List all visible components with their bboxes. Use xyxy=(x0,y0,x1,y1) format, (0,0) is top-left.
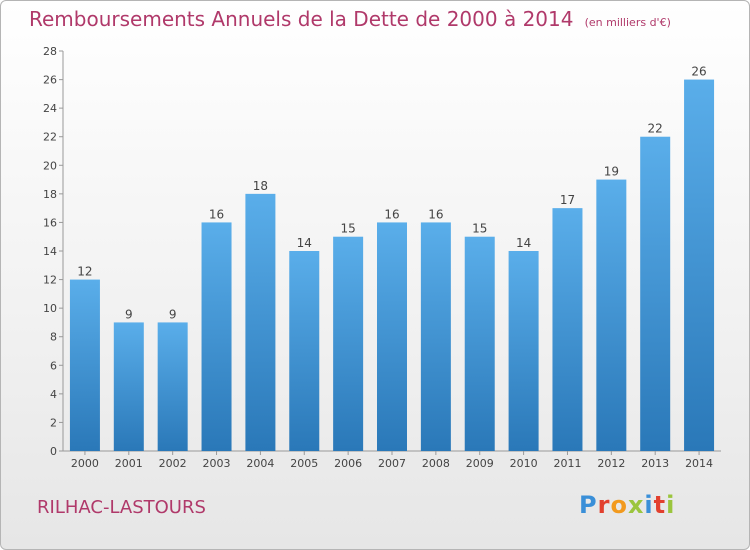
y-tick-label: 12 xyxy=(43,274,57,287)
bar-2006 xyxy=(333,236,364,451)
bars-group xyxy=(69,79,715,452)
chart-subtitle: (en milliers d'€) xyxy=(584,16,671,29)
bar-2014 xyxy=(684,79,715,452)
logo-letter: r xyxy=(597,491,611,519)
x-tick-label-2011: 2011 xyxy=(553,457,581,470)
logo-letter: i xyxy=(644,491,654,519)
y-tick-label: 4 xyxy=(50,388,57,401)
value-label-2005: 14 xyxy=(297,236,312,250)
value-label-2012: 19 xyxy=(604,165,619,179)
y-tick-label: 28 xyxy=(43,45,57,58)
value-label-2014: 26 xyxy=(691,65,706,79)
bar-2013 xyxy=(640,136,671,451)
value-label-2003: 16 xyxy=(209,207,224,221)
value-label-2009: 15 xyxy=(472,222,487,236)
proxiti-logo: Proxiti xyxy=(579,491,675,519)
bar-2001 xyxy=(113,322,144,451)
x-tick-label-2007: 2007 xyxy=(378,457,406,470)
value-label-2006: 15 xyxy=(340,222,355,236)
logo-letter: x xyxy=(627,491,645,519)
x-tick-label-2002: 2002 xyxy=(159,457,187,470)
value-label-2010: 14 xyxy=(516,236,531,250)
x-tick-label-2000: 2000 xyxy=(71,457,99,470)
bar-2010 xyxy=(508,251,539,451)
value-label-2008: 16 xyxy=(428,207,443,221)
y-tick-label: 16 xyxy=(43,216,57,229)
y-tick-label: 2 xyxy=(50,416,57,429)
value-label-2004: 18 xyxy=(253,179,268,193)
x-tick-label-2010: 2010 xyxy=(510,457,538,470)
x-tick-label-2014: 2014 xyxy=(685,457,713,470)
y-tick-label: 18 xyxy=(43,188,57,201)
y-tick-label: 14 xyxy=(43,245,57,258)
y-tick-label: 8 xyxy=(50,331,57,344)
x-tick-label-2005: 2005 xyxy=(290,457,318,470)
bar-2004 xyxy=(245,193,276,451)
bar-2012 xyxy=(596,179,627,452)
bar-2008 xyxy=(420,222,451,451)
value-label-2011: 17 xyxy=(560,193,575,207)
value-label-2002: 9 xyxy=(169,307,177,321)
logo-letter: P xyxy=(579,491,598,519)
x-tick-label-2004: 2004 xyxy=(246,457,274,470)
logo-letter: t xyxy=(653,491,667,519)
y-tick-label: 26 xyxy=(43,74,57,87)
y-tick-label: 0 xyxy=(50,445,57,458)
bar-2011 xyxy=(552,208,583,451)
commune-name: RILHAC-LASTOURS xyxy=(37,497,206,518)
x-tick-label-2003: 2003 xyxy=(203,457,231,470)
value-label-2001: 9 xyxy=(125,307,133,321)
bar-2005 xyxy=(289,251,320,451)
bar-2002 xyxy=(157,322,188,451)
x-tick-label-2006: 2006 xyxy=(334,457,362,470)
bar-2003 xyxy=(201,222,232,451)
y-tick-label: 6 xyxy=(50,359,57,372)
y-tick-label: 22 xyxy=(43,131,57,144)
value-label-2000: 12 xyxy=(77,265,92,279)
bar-2000 xyxy=(69,279,100,451)
bar-2009 xyxy=(464,236,495,451)
y-tick-label: 10 xyxy=(43,302,57,315)
chart-header: Remboursements Annuels de la Dette de 20… xyxy=(29,7,671,31)
y-tick-label: 20 xyxy=(43,159,57,172)
x-tick-label-2008: 2008 xyxy=(422,457,450,470)
x-tick-label-2013: 2013 xyxy=(641,457,669,470)
bar-2007 xyxy=(377,222,407,451)
logo-letter: i xyxy=(666,491,676,519)
value-label-2007: 16 xyxy=(384,207,399,221)
x-tick-label-2009: 2009 xyxy=(466,457,494,470)
value-label-2013: 22 xyxy=(648,122,663,136)
value-labels-group: 12 9 9 16 18 14 15 16 16 15 14 17 19 22 26 xyxy=(77,65,706,322)
logo-letter: o xyxy=(610,491,628,519)
x-tick-label-2001: 2001 xyxy=(115,457,143,470)
x-tick-label-2012: 2012 xyxy=(597,457,625,470)
chart-title: Remboursements Annuels de la Dette de 20… xyxy=(29,7,574,31)
y-tick-label: 24 xyxy=(43,102,57,115)
